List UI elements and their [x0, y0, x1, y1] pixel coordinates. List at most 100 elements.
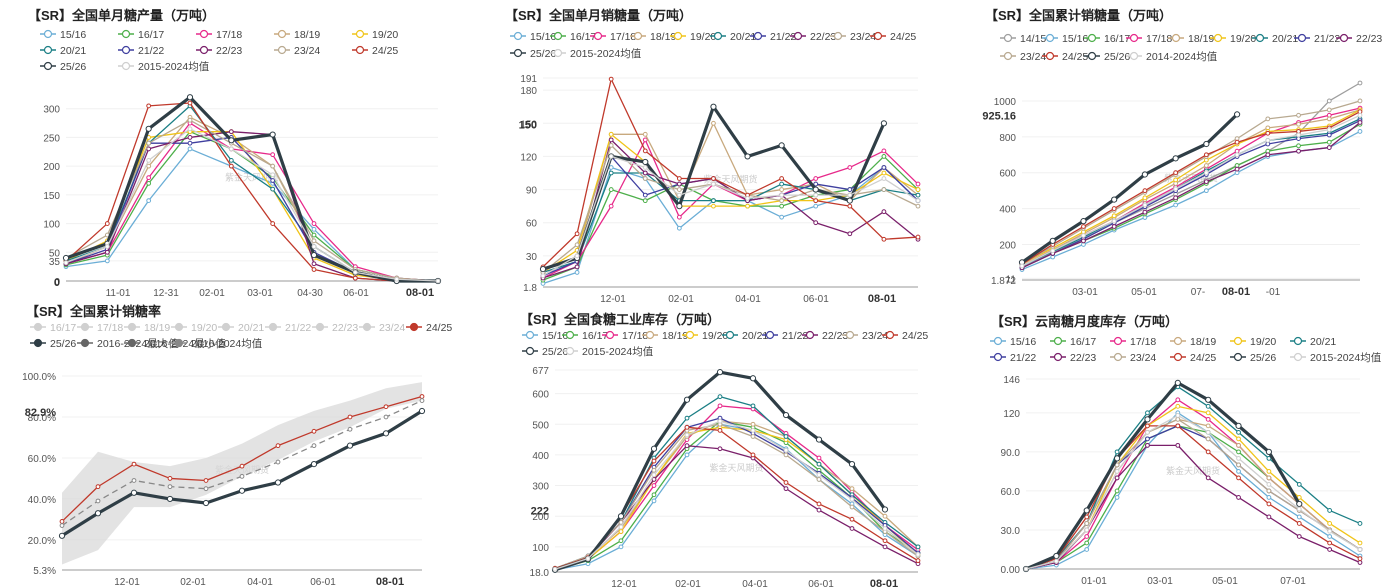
legend-item: 19/20 — [670, 31, 716, 43]
legend-item: 24/25 — [1170, 352, 1216, 364]
y-tick-label: 1000 — [994, 97, 1017, 108]
data-point — [779, 181, 785, 187]
data-point — [1114, 462, 1120, 468]
data-point — [711, 176, 716, 181]
data-point — [275, 459, 281, 465]
data-point — [1236, 495, 1241, 500]
data-point — [1327, 534, 1333, 539]
y-tick-label: 11 — [1006, 274, 1017, 285]
legend-item: 23/24 — [1000, 51, 1046, 63]
legend-swatch-marker — [127, 338, 137, 348]
legend-swatch-marker — [362, 322, 372, 332]
legend-label: 21/22 — [1010, 352, 1036, 364]
series-line — [542, 144, 919, 273]
legend-swatch-marker — [525, 330, 535, 340]
series — [1019, 121, 1363, 271]
y-tick-label: 500 — [532, 420, 549, 431]
data-point — [750, 421, 756, 427]
data-point — [1296, 148, 1301, 154]
x-tick-label: 01-01 — [1081, 576, 1107, 587]
data-point — [881, 154, 887, 159]
legend-label: 19/20 — [690, 31, 716, 43]
data-point — [783, 480, 789, 485]
y-tick-label: 600 — [999, 169, 1016, 180]
legend-item: 24/25 — [882, 330, 928, 342]
data-point — [749, 375, 757, 382]
data-point — [270, 152, 276, 158]
x-tick-label: 03-01 — [247, 288, 273, 299]
data-point — [1296, 506, 1302, 512]
x-tick-label: 02-01 — [180, 577, 206, 588]
legend-label: 19/20 — [702, 330, 728, 342]
data-point — [1205, 475, 1211, 481]
data-point — [59, 523, 65, 528]
data-point — [346, 442, 354, 449]
y-tick-label: 60.0% — [28, 454, 56, 465]
data-point — [1326, 145, 1332, 150]
data-point — [750, 452, 756, 458]
data-point — [1175, 413, 1181, 418]
legend-label: 14/15 — [1020, 33, 1046, 45]
legend-label: 16/17 — [582, 330, 608, 342]
data-point — [881, 176, 887, 181]
legend-label: 21/22 — [782, 330, 808, 342]
data-point — [779, 203, 785, 209]
legend-swatch-marker — [513, 48, 523, 58]
data-point — [711, 181, 716, 187]
series-line — [554, 417, 919, 570]
data-point — [1233, 111, 1241, 118]
legend-swatch-marker — [845, 330, 855, 340]
data-point — [1234, 139, 1240, 145]
series-line — [1021, 100, 1361, 265]
legend-swatch-marker — [1003, 33, 1013, 43]
data-point — [676, 214, 682, 220]
data-point — [642, 198, 648, 204]
data-point — [1296, 514, 1302, 520]
chart-title: 【SR】云南糖月度库存（万吨） — [991, 314, 1178, 329]
data-point — [1357, 521, 1363, 526]
data-point — [750, 427, 756, 433]
watermark: 紫金天风期货 — [703, 174, 757, 185]
legend-label: 16/17 — [50, 322, 76, 334]
data-point — [1175, 423, 1181, 429]
legend-label: 18/19 — [650, 31, 676, 43]
data-point — [1173, 170, 1179, 176]
legend-label: 22/23 — [1356, 33, 1382, 45]
data-point — [1114, 495, 1120, 500]
legend-swatch-marker — [277, 45, 287, 55]
legend-swatch-marker — [409, 322, 419, 332]
y-tick-label: 677 — [532, 366, 549, 377]
legend-swatch-marker — [1113, 336, 1123, 346]
data-point — [311, 443, 317, 449]
data-point — [815, 436, 823, 443]
legend-item: 19/20 — [1210, 33, 1256, 45]
data-point — [239, 473, 245, 479]
legend-label: 17/18 — [622, 330, 648, 342]
data-point — [1050, 248, 1056, 254]
y-tick-label: 90.0 — [1001, 448, 1021, 459]
series-line — [542, 172, 919, 274]
data-point — [394, 276, 400, 282]
legend-swatch-marker — [1233, 336, 1243, 346]
panel-c1: 【SR】全国单月糖产量（万吨） 15/16 16/17 17/18 18/19 19/20… — [28, 8, 442, 299]
data-point — [816, 461, 822, 467]
data-point — [418, 407, 426, 415]
series — [1023, 423, 1363, 572]
data-point — [618, 538, 624, 544]
legend-item: 15/16 — [1042, 33, 1088, 45]
data-point — [1205, 423, 1211, 429]
data-point — [347, 414, 353, 420]
data-point — [574, 242, 580, 248]
legend-label: 2015-2024均值 — [138, 60, 210, 73]
data-point — [915, 187, 921, 192]
data-point — [783, 486, 789, 492]
data-point — [676, 192, 682, 198]
data-point — [382, 430, 390, 437]
legend-swatch-marker — [553, 31, 563, 41]
data-point — [846, 197, 853, 204]
legend-item: 20/21 — [40, 45, 86, 57]
y-marker-label: 222 — [531, 505, 549, 517]
data-point — [1357, 98, 1363, 104]
series — [63, 117, 441, 284]
data-point — [881, 209, 887, 215]
